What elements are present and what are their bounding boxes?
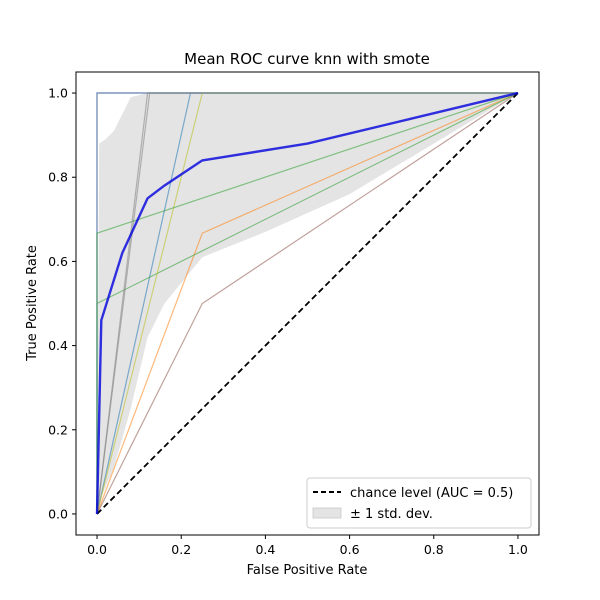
legend-band-swatch (312, 507, 342, 519)
y-tick-label: 0.4 (48, 338, 68, 353)
chance-line (96, 92, 519, 515)
legend-box (306, 477, 532, 529)
x-axis-ticks: 0.0 0.2 0.4 0.6 0.8 1.0 (87, 535, 528, 557)
x-tick-label: 1.0 (508, 542, 528, 557)
x-tick-label: 0.8 (424, 542, 444, 557)
y-axis-label: True Positive Rate (25, 245, 40, 362)
axes-frame (75, 71, 540, 536)
plot-area (95, 91, 519, 515)
chart-title: Mean ROC curve knn with smote (184, 50, 430, 68)
y-tick-label: 1.0 (48, 86, 68, 101)
fold-roc-curve-11 (96, 92, 518, 515)
y-axis-ticks: 0.0 0.2 0.4 0.6 0.8 1.0 (48, 86, 76, 521)
legend-chance-label: chance level (AUC = 0.5) (350, 486, 513, 501)
x-tick-label: 0.0 (87, 542, 107, 557)
y-tick-label: 0.0 (48, 506, 68, 521)
x-tick-label: 0.2 (171, 542, 191, 557)
x-axis-label: False Positive Rate (247, 563, 368, 578)
y-tick-label: 0.2 (48, 422, 68, 437)
y-tick-label: 0.8 (48, 170, 68, 185)
x-tick-label: 0.4 (255, 542, 275, 557)
x-tick-label: 0.6 (340, 542, 360, 557)
mean-roc-curve (95, 91, 519, 515)
fold-roc-curve-5 (96, 92, 519, 515)
fold-roc-curve-1 (96, 92, 519, 515)
legend-band-label: ± 1 std. dev. (350, 507, 433, 522)
y-tick-label: 0.6 (48, 254, 68, 269)
fold-roc-curve-10 (96, 92, 519, 514)
legend: chance level (AUC = 0.5) ± 1 std. dev. (306, 477, 532, 529)
